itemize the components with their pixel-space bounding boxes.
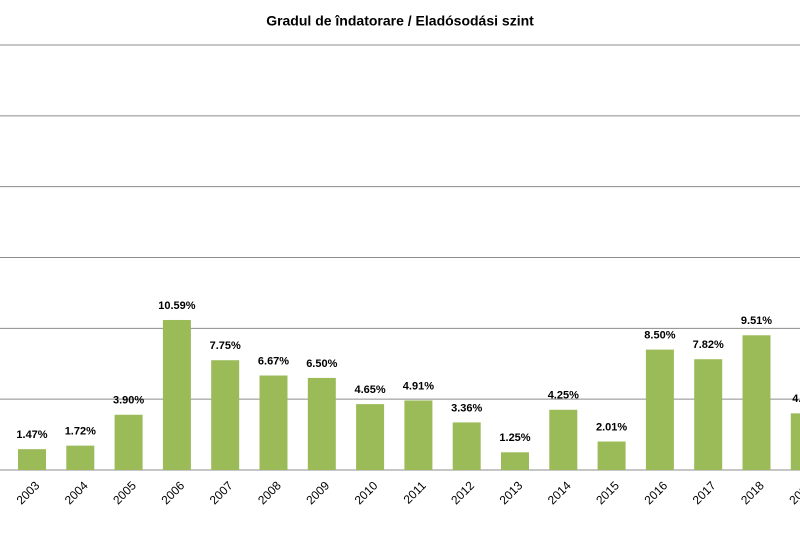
x-tick-label: 2003 <box>14 478 43 507</box>
chart-title: Gradul de îndatorare / Eladósodási szint <box>266 13 534 29</box>
value-label: 4.25% <box>548 390 579 402</box>
bar <box>404 400 433 470</box>
bar <box>114 414 143 470</box>
bar <box>742 335 771 470</box>
value-label: 7.75% <box>210 340 241 352</box>
value-label: 4.0% <box>792 393 800 405</box>
x-tick-label: 2006 <box>158 478 187 507</box>
value-label: 9.51% <box>741 315 772 327</box>
x-tick-label: 2019 <box>786 478 800 507</box>
x-tick-label: 2004 <box>62 478 91 507</box>
x-tick-label: 2010 <box>352 478 381 507</box>
bar <box>549 409 578 470</box>
x-tick-label: 2014 <box>545 478 574 507</box>
bar <box>66 445 95 470</box>
value-label: 2.01% <box>596 421 627 433</box>
x-tick-label: 2005 <box>110 478 139 507</box>
x-tick-label: 2013 <box>497 478 526 507</box>
bar <box>790 413 800 470</box>
value-label: 1.47% <box>16 429 47 441</box>
x-tick-label: 2009 <box>303 478 332 507</box>
value-label: 7.82% <box>693 339 724 351</box>
value-label: 6.67% <box>258 355 289 367</box>
x-tick-label: 2016 <box>641 478 670 507</box>
bar <box>259 375 288 470</box>
x-tick-label: 2018 <box>738 478 767 507</box>
bar <box>694 359 723 470</box>
bar <box>645 349 674 470</box>
value-label: 3.36% <box>451 402 482 414</box>
value-label: 1.25% <box>499 432 530 444</box>
value-label: 8.50% <box>644 329 675 341</box>
x-tick-label: 2008 <box>255 478 284 507</box>
value-label: 6.50% <box>306 358 337 370</box>
x-tick-label: 2007 <box>207 478 236 507</box>
value-label: 4.65% <box>354 384 385 396</box>
bar <box>356 404 385 470</box>
x-tick-label: 2017 <box>690 478 719 507</box>
bar <box>162 319 191 470</box>
bar <box>211 360 240 470</box>
bar <box>307 377 336 470</box>
bar <box>597 441 626 470</box>
bar <box>501 452 529 470</box>
value-label: 4.91% <box>403 380 434 392</box>
x-tick-label: 2015 <box>593 478 622 507</box>
value-label: 1.72% <box>65 426 96 438</box>
value-label: 10.59% <box>158 300 196 312</box>
value-label: 3.90% <box>113 395 144 407</box>
bar <box>18 449 46 470</box>
bar <box>452 422 481 470</box>
x-tick-label: 2011 <box>401 478 429 506</box>
x-tick-label: 2012 <box>448 478 477 507</box>
